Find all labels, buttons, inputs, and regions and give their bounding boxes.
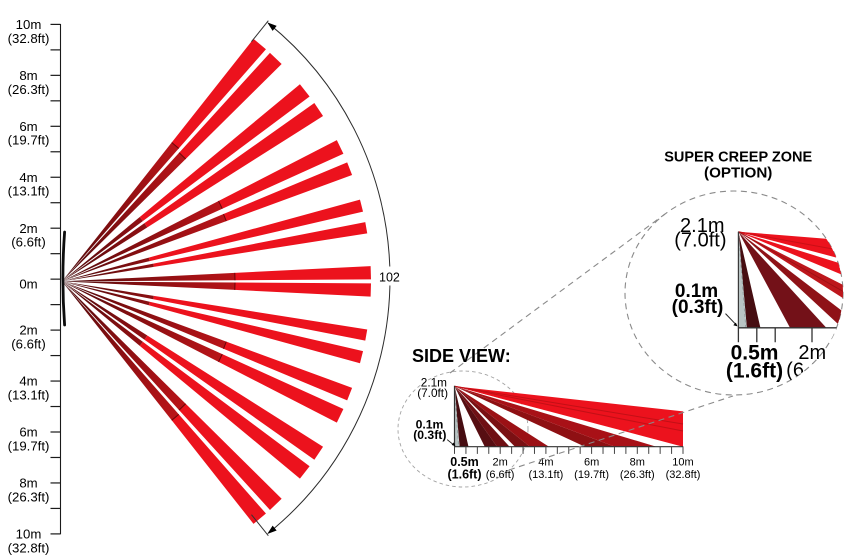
svg-text:(19.7ft): (19.7ft)	[8, 133, 50, 148]
svg-text:6m: 6m	[19, 425, 37, 440]
svg-text:(6.6ft): (6.6ft)	[11, 337, 45, 352]
svg-text:(26.3ft): (26.3ft)	[8, 82, 50, 97]
svg-text:0.5m: 0.5m	[450, 455, 479, 469]
svg-text:2m: 2m	[19, 323, 37, 338]
svg-text:2m: 2m	[492, 456, 507, 468]
svg-text:(6.6ft): (6.6ft)	[11, 235, 45, 250]
svg-text:SIDE VIEW:: SIDE VIEW:	[412, 346, 511, 366]
svg-text:(32.8ft): (32.8ft)	[8, 540, 50, 555]
svg-text:0.1m: 0.1m	[675, 281, 718, 302]
svg-text:0.5m: 0.5m	[731, 342, 779, 365]
svg-text:4m: 4m	[538, 456, 553, 468]
svg-text:SUPER CREEP ZONE: SUPER CREEP ZONE	[664, 149, 812, 165]
svg-text:4m: 4m	[19, 374, 37, 389]
svg-text:(1.6ft): (1.6ft)	[726, 360, 783, 383]
svg-text:8m: 8m	[19, 68, 37, 83]
svg-text:(6.6ft): (6.6ft)	[486, 469, 515, 481]
svg-text:6m: 6m	[584, 456, 599, 468]
svg-text:10m: 10m	[16, 17, 42, 32]
svg-text:(7.0ft): (7.0ft)	[417, 386, 448, 400]
svg-text:(13.1ft): (13.1ft)	[528, 469, 563, 481]
svg-text:2m: 2m	[19, 221, 37, 236]
svg-text:(0.3ft): (0.3ft)	[413, 428, 446, 442]
svg-text:10m: 10m	[16, 527, 42, 542]
svg-text:2.1m: 2.1m	[421, 375, 447, 389]
svg-text:(26.3ft): (26.3ft)	[8, 489, 50, 504]
svg-text:(7.0ft): (7.0ft)	[674, 229, 726, 251]
svg-text:4m: 4m	[19, 170, 37, 185]
svg-text:2m: 2m	[798, 342, 826, 364]
svg-text:(OPTION): (OPTION)	[704, 164, 772, 181]
svg-text:6m: 6m	[19, 119, 37, 134]
svg-text:(1.6ft): (1.6ft)	[447, 468, 481, 482]
svg-text:(13.1ft): (13.1ft)	[8, 387, 50, 402]
svg-text:(32.8ft): (32.8ft)	[666, 469, 701, 481]
svg-text:(26.3ft): (26.3ft)	[620, 469, 655, 481]
svg-text:102: 102	[379, 271, 400, 285]
svg-text:8m: 8m	[630, 456, 645, 468]
svg-text:(19.7ft): (19.7ft)	[574, 469, 609, 481]
svg-text:10m: 10m	[672, 456, 693, 468]
svg-text:(13.1ft): (13.1ft)	[8, 184, 50, 199]
svg-text:0.1m: 0.1m	[416, 417, 444, 431]
svg-text:8m: 8m	[19, 476, 37, 491]
svg-text:(32.8ft): (32.8ft)	[8, 31, 50, 46]
svg-text:(19.7ft): (19.7ft)	[8, 438, 50, 453]
svg-text:2.1m: 2.1m	[680, 215, 724, 237]
svg-text:0m: 0m	[19, 276, 37, 291]
svg-text:(0.3ft): (0.3ft)	[672, 297, 724, 318]
